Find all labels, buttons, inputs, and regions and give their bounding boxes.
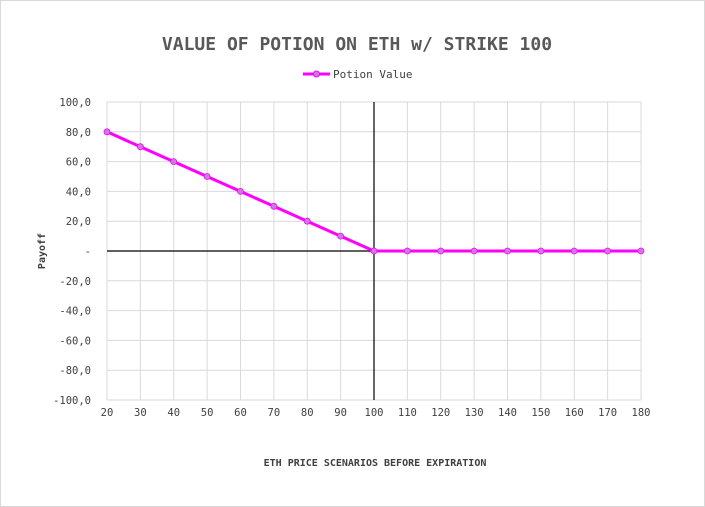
y-tick-label: 100,0: [59, 97, 91, 109]
x-axis-title: ETH PRICE SCENARIOS BEFORE EXPIRATION: [264, 458, 487, 469]
y-tick-label: -100,0: [53, 395, 91, 407]
data-point: [237, 187, 244, 195]
y-tick-label: -60,0: [59, 335, 91, 347]
data-point: [370, 247, 378, 255]
y-tick-label: -80,0: [59, 365, 91, 377]
data-point: [303, 217, 311, 225]
x-tick-label: 180: [632, 407, 651, 419]
legend-marker-potion-value: [313, 70, 320, 78]
x-tick-label: 160: [565, 407, 584, 419]
y-tick-label: -20,0: [59, 276, 91, 288]
x-tick-labels: 20 30 40 50 60 70 80 90 100 110 120 130 140 150 160 170…: [101, 407, 651, 419]
x-tick-label: 120: [431, 407, 450, 419]
data-point: [136, 143, 144, 151]
x-tick-label: 100: [365, 407, 384, 419]
data-point: [103, 128, 111, 136]
data-point: [170, 158, 178, 166]
y-tick-label: 20,0: [66, 216, 91, 228]
data-point: [470, 247, 478, 255]
x-tick-label: 110: [398, 407, 417, 419]
x-tick-label: 40: [167, 407, 180, 419]
x-tick-label: 130: [465, 407, 484, 419]
legend: Potion Value: [303, 68, 412, 81]
data-point: [537, 247, 545, 255]
y-tick-label: -: [85, 246, 91, 258]
data-point: [637, 247, 645, 255]
y-tick-label: 60,0: [66, 157, 91, 169]
x-tick-label: 90: [334, 407, 347, 419]
data-point: [403, 247, 411, 255]
chart-title: VALUE OF POTION ON ETH w/ STRIKE 100: [162, 34, 552, 55]
x-tick-label: 80: [301, 407, 314, 419]
data-point: [270, 202, 278, 210]
y-tick-labels: 100,0 80,0 60,0 40,0 20,0 - -20,0 -40,0 -60,0 -80…: [53, 97, 91, 407]
x-tick-label: 30: [134, 407, 147, 419]
data-point: [337, 232, 345, 240]
x-tick-label: 170: [598, 407, 617, 419]
data-point: [604, 247, 612, 255]
series-potion-value: [103, 128, 645, 255]
data-point: [504, 247, 511, 255]
x-tick-label: 150: [531, 407, 550, 419]
y-tick-label: 40,0: [66, 186, 91, 198]
x-tick-label: 140: [498, 407, 517, 419]
x-tick-label: 60: [234, 407, 247, 419]
y-tick-label: -40,0: [59, 306, 91, 318]
data-point: [570, 247, 578, 255]
x-tick-label: 20: [101, 407, 114, 419]
data-point: [437, 247, 445, 255]
legend-label-potion-value: Potion Value: [333, 68, 412, 81]
y-tick-label: 80,0: [66, 127, 91, 139]
x-tick-label: 70: [268, 407, 281, 419]
x-tick-label: 50: [201, 407, 214, 419]
y-axis-title: Payoff: [37, 233, 48, 269]
data-point: [203, 173, 211, 180]
